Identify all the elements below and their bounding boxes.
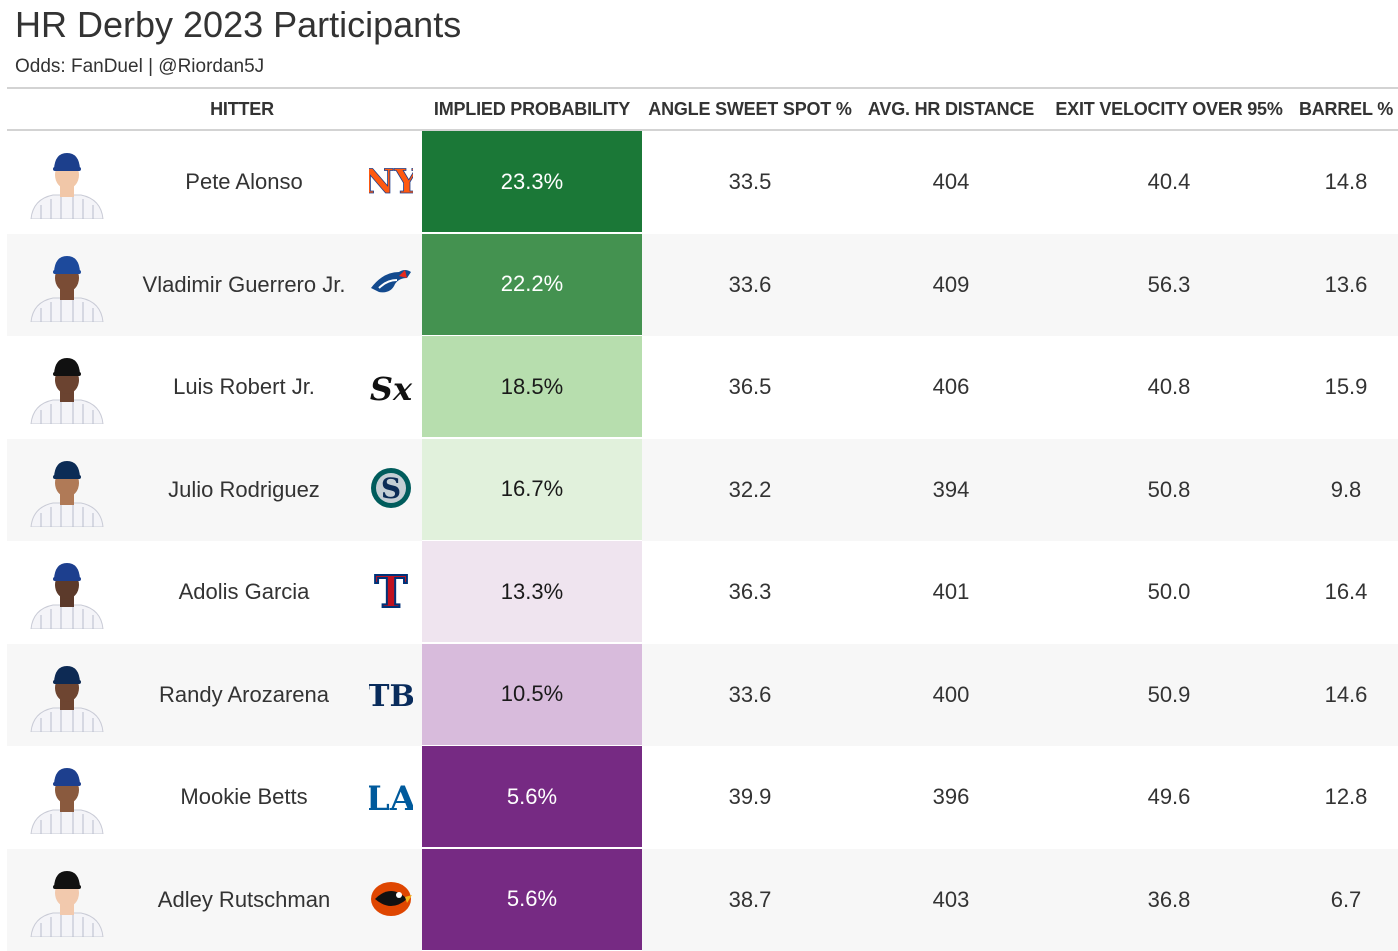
table-row: Randy Arozarena TB 10.5% 33.6 400 50.9 14.6	[7, 643, 1398, 746]
exit-velocity-cell: 40.8	[1147, 374, 1191, 399]
avg-hr-distance-cell: 396	[932, 784, 970, 809]
table-row: Vladimir Guerrero Jr. 22.2% 33.6 409 56.3 13.…	[7, 233, 1398, 336]
exit-velocity-cell: 50.9	[1147, 681, 1191, 707]
column-header-angle-sweet-spot: ANGLE SWEET SPOT %	[648, 98, 852, 119]
svg-text:T: T	[375, 567, 408, 615]
table-row: Julio Rodriguez S 16.7% 32.2 394 50.8 9.8	[7, 438, 1398, 541]
player-headshot	[27, 145, 107, 220]
hitter-name: Mookie Betts	[180, 784, 308, 809]
table-row: Mookie Betts LA 5.6% 39.9 396 49.6 12.8	[7, 746, 1398, 848]
barrel-cell: 9.8	[1330, 476, 1362, 502]
chart-subtitle: Odds: FanDuel | @Riordan5J	[15, 56, 265, 77]
column-header-barrel: BARREL %	[1298, 98, 1394, 119]
player-headshot	[27, 350, 107, 425]
implied-probability-cell: 10.5%	[422, 643, 642, 746]
player-headshot	[27, 555, 107, 630]
implied-probability-cell: 16.7%	[422, 438, 642, 541]
implied-probability-cell: 18.5%	[422, 336, 642, 438]
hitter-name: Luis Robert Jr.	[173, 374, 315, 399]
hitter-name: Pete Alonso	[185, 169, 303, 194]
exit-velocity-cell: 56.3	[1147, 271, 1191, 297]
hitter-name: Adley Rutschman	[157, 886, 331, 912]
hitter-name: Adolis Garcia	[178, 579, 310, 604]
exit-velocity-cell: 40.4	[1147, 169, 1191, 194]
implied-probability-cell: 13.3%	[422, 541, 642, 643]
player-headshot	[27, 248, 107, 322]
svg-text:NY: NY	[369, 162, 413, 202]
avg-hr-distance-cell: 401	[932, 579, 970, 604]
table-row: Adley Rutschman 5.6% 38.7 403 36.8 6.7	[7, 848, 1398, 951]
angle-sweet-spot-cell: 39.9	[728, 784, 772, 809]
hitter-name: Randy Arozarena	[159, 681, 329, 707]
angle-sweet-spot-cell: 38.7	[728, 886, 772, 912]
top-rule	[7, 87, 1398, 89]
exit-velocity-cell: 50.0	[1147, 579, 1191, 604]
exit-velocity-cell: 49.6	[1147, 784, 1191, 809]
avg-hr-distance-cell: 400	[932, 681, 970, 707]
blue-jays-logo	[369, 258, 413, 308]
hitter-name: Vladimir Guerrero Jr.	[142, 271, 346, 297]
svg-text:Sx: Sx	[370, 370, 413, 408]
rangers-logo: T	[369, 565, 413, 619]
mariners-logo: S	[369, 463, 413, 513]
chart-title: HR Derby 2023 Participants	[15, 4, 462, 45]
barrel-cell: 6.7	[1330, 886, 1362, 912]
avg-hr-distance-cell: 406	[932, 374, 970, 399]
exit-velocity-cell: 36.8	[1147, 886, 1191, 912]
player-headshot	[27, 453, 107, 527]
column-header-avg-hr-distance: AVG. HR DISTANCE	[867, 98, 1035, 119]
implied-probability-cell: 5.6%	[422, 746, 642, 848]
column-header-hitter: HITTER	[210, 98, 274, 119]
svg-text:LA: LA	[369, 779, 413, 819]
table-row: Adolis Garcia T 13.3% 36.3 401 50.0 16.4	[7, 541, 1398, 643]
barrel-cell: 16.4	[1324, 579, 1368, 604]
barrel-cell: 14.6	[1324, 681, 1368, 707]
player-headshot	[27, 760, 107, 835]
implied-probability-cell: 5.6%	[422, 848, 642, 951]
angle-sweet-spot-cell: 33.6	[728, 681, 772, 707]
header-rule	[7, 129, 1398, 131]
avg-hr-distance-cell: 404	[932, 169, 970, 194]
angle-sweet-spot-cell: 36.5	[728, 374, 772, 399]
implied-probability-cell: 22.2%	[422, 233, 642, 336]
hitter-name: Julio Rodriguez	[168, 476, 320, 502]
white-sox-logo: Sx	[369, 360, 413, 410]
angle-sweet-spot-cell: 33.6	[728, 271, 772, 297]
barrel-cell: 13.6	[1324, 271, 1368, 297]
player-headshot	[27, 863, 107, 937]
avg-hr-distance-cell: 394	[932, 476, 970, 502]
angle-sweet-spot-cell: 32.2	[728, 476, 772, 502]
dodgers-logo: LA	[366, 770, 417, 820]
svg-text:S: S	[381, 472, 401, 505]
angle-sweet-spot-cell: 33.5	[728, 169, 772, 194]
table-row: Luis Robert Jr. Sx 18.5% 36.5 406 40.8 15.9	[7, 336, 1398, 438]
column-header-exit-velocity: EXIT VELOCITY OVER 95%	[1055, 98, 1283, 119]
avg-hr-distance-cell: 409	[932, 271, 970, 297]
barrel-cell: 15.9	[1324, 374, 1368, 399]
angle-sweet-spot-cell: 36.3	[728, 579, 772, 604]
mets-logo: NY	[363, 155, 420, 205]
exit-velocity-cell: 50.8	[1147, 476, 1191, 502]
barrel-cell: 12.8	[1324, 784, 1368, 809]
avg-hr-distance-cell: 403	[932, 886, 970, 912]
rays-logo: TB	[367, 668, 415, 718]
player-headshot	[27, 658, 107, 732]
implied-probability-cell: 23.3%	[422, 131, 642, 233]
svg-text:TB: TB	[369, 679, 413, 714]
orioles-logo	[369, 873, 413, 923]
barrel-cell: 14.8	[1324, 169, 1368, 194]
column-header-implied-probability: IMPLIED PROBABILITY	[433, 98, 631, 119]
table-row: Pete Alonso NY 23.3% 33.5 404 40.4 14.8	[7, 131, 1398, 233]
